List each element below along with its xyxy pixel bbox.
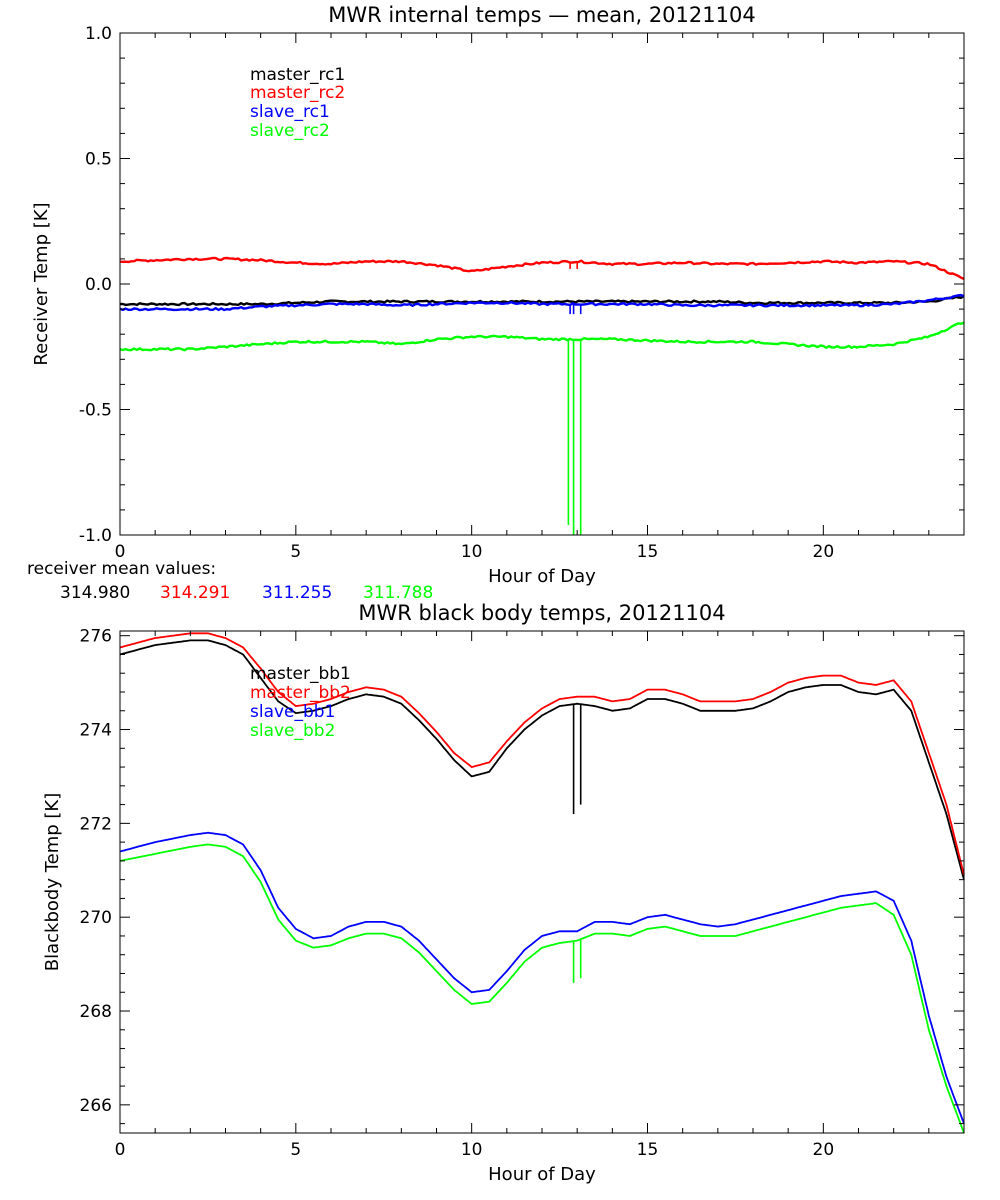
blackbody-x-tick-label: 10 bbox=[461, 1140, 483, 1160]
legend-slave-bb2: slave_bb2 bbox=[250, 721, 335, 741]
series-line-master-rc2 bbox=[119, 256, 965, 281]
blackbody-tick-group: 0 5 10 15 20 266 268 270 272 274 276 bbox=[80, 627, 965, 1160]
receiver-y-tick-label: 0.5 bbox=[85, 150, 112, 170]
receiver-mean-values: receiver mean values: 314.980 314.291 31… bbox=[27, 559, 433, 603]
receiver-y-axis-label: Receiver Temp [K] bbox=[31, 202, 52, 365]
blackbody-x-axis-label: Hour of Day bbox=[488, 1164, 596, 1185]
receiver-x-tick-label: 0 bbox=[115, 542, 126, 562]
blackbody-y-tick-label: 274 bbox=[80, 721, 112, 741]
blackbody-x-tick-label: 20 bbox=[813, 1140, 835, 1160]
legend-slave-bb1: slave_bb1 bbox=[250, 702, 335, 722]
blackbody-legend: master_bb1 master_bb2 slave_bb1 slave_bb… bbox=[250, 664, 351, 741]
legend-master-rc2: master_rc2 bbox=[250, 83, 345, 103]
mean-master-rc2: 314.291 bbox=[160, 583, 230, 603]
series-line-slave-rc2 bbox=[119, 321, 965, 352]
blackbody-plot-frame bbox=[119, 630, 965, 1134]
mean-slave-rc1: 311.255 bbox=[262, 583, 332, 603]
receiver-chart-title: MWR internal temps — mean, 20121104 bbox=[328, 3, 755, 27]
blackbody-y-tick-label: 268 bbox=[80, 1002, 112, 1022]
receiver-temp-chart: MWR internal temps — mean, 20121104 0 5 10… bbox=[27, 3, 965, 603]
receiver-x-tick-label: 15 bbox=[637, 542, 659, 562]
series-line-master-bb1 bbox=[119, 639, 965, 880]
receiver-plot-frame bbox=[119, 32, 965, 536]
blackbody-temp-chart: MWR black body temps, 20121104 0 5 10 15 20 2… bbox=[42, 601, 965, 1185]
receiver-series-group bbox=[119, 256, 965, 535]
legend-slave-rc2: slave_rc2 bbox=[250, 121, 330, 141]
receiver-y-tick-label: -1.0 bbox=[79, 526, 112, 546]
receiver-tick-group: 0 5 10 15 20 -1.0 -0.5 0.0 0.5 1.0 bbox=[79, 24, 965, 562]
legend-master-bb2: master_bb2 bbox=[250, 683, 351, 703]
blackbody-x-tick-label: 15 bbox=[637, 1140, 659, 1160]
blackbody-y-tick-label: 270 bbox=[80, 908, 112, 928]
receiver-mean-label: receiver mean values: bbox=[27, 559, 216, 579]
series-line-master-bb2 bbox=[119, 632, 965, 876]
series-line-slave-bb2 bbox=[119, 843, 965, 1134]
receiver-x-tick-label: 5 bbox=[290, 542, 301, 562]
blackbody-y-tick-label: 272 bbox=[80, 814, 112, 834]
receiver-y-tick-label: -0.5 bbox=[79, 401, 112, 421]
receiver-y-tick-label: 0.0 bbox=[85, 275, 112, 295]
blackbody-series-group bbox=[119, 632, 965, 1134]
legend-slave-rc1: slave_rc1 bbox=[250, 102, 330, 122]
receiver-x-axis-label: Hour of Day bbox=[488, 566, 596, 587]
blackbody-y-axis-label: Blackbody Temp [K] bbox=[42, 793, 63, 971]
receiver-x-tick-label: 10 bbox=[461, 542, 483, 562]
receiver-legend: master_rc1 master_rc2 slave_rc1 slave_rc… bbox=[250, 65, 345, 141]
blackbody-chart-title: MWR black body temps, 20121104 bbox=[358, 601, 725, 625]
mean-slave-rc2: 311.788 bbox=[363, 583, 433, 603]
mean-master-rc1: 314.980 bbox=[60, 583, 130, 603]
receiver-x-tick-label: 20 bbox=[813, 542, 835, 562]
blackbody-x-tick-label: 0 bbox=[115, 1140, 126, 1160]
legend-master-rc1: master_rc1 bbox=[250, 65, 345, 85]
blackbody-y-tick-label: 276 bbox=[80, 627, 112, 647]
legend-master-bb1: master_bb1 bbox=[250, 664, 351, 684]
series-line-slave-bb1 bbox=[119, 831, 965, 1124]
receiver-y-tick-label: 1.0 bbox=[85, 24, 112, 44]
blackbody-x-tick-label: 5 bbox=[290, 1140, 301, 1160]
series-line-slave-rc1 bbox=[119, 293, 965, 312]
blackbody-y-tick-label: 266 bbox=[80, 1096, 112, 1116]
